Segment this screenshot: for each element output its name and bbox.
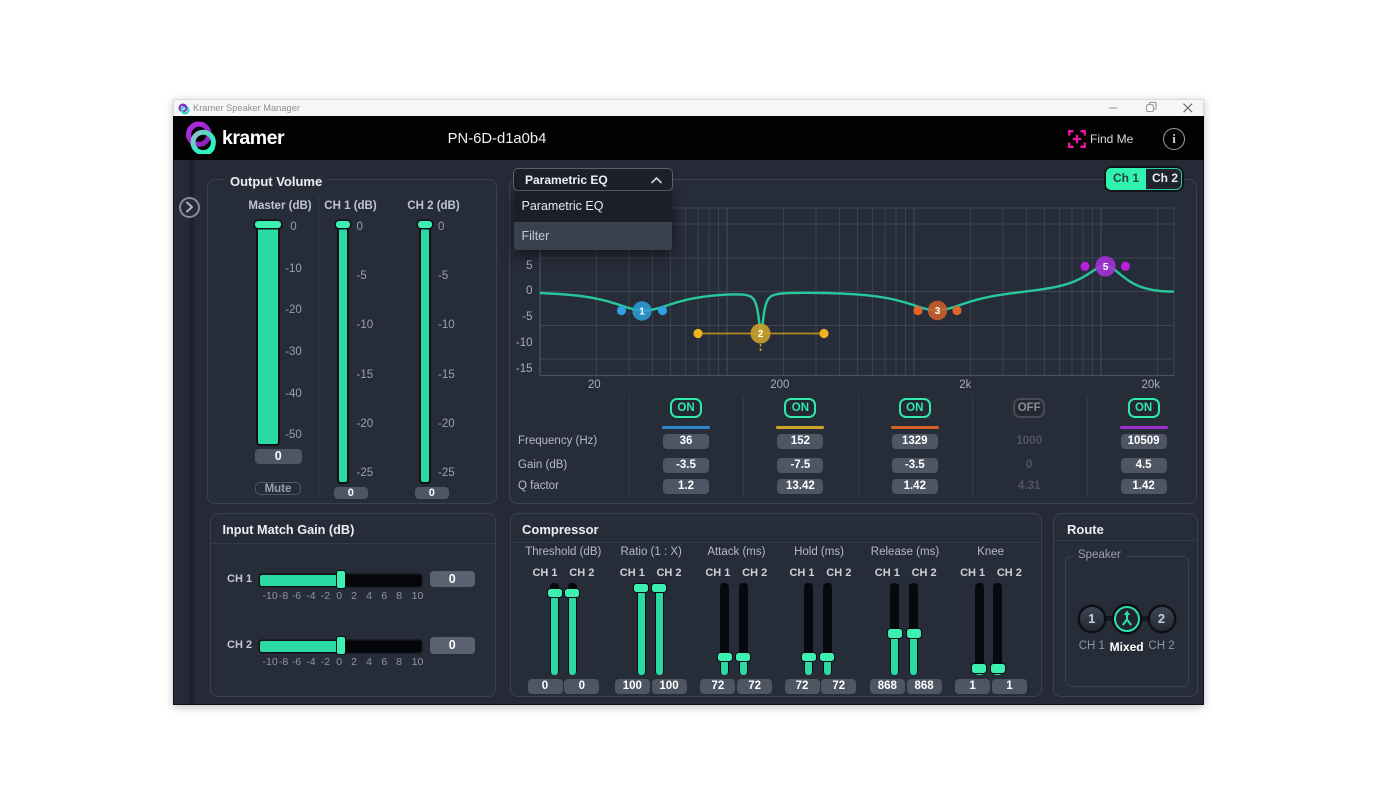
svg-text:5: 5 — [1103, 262, 1109, 273]
svg-text:1: 1 — [639, 307, 645, 318]
svg-text:2: 2 — [758, 329, 764, 340]
svg-text:3: 3 — [935, 306, 941, 317]
